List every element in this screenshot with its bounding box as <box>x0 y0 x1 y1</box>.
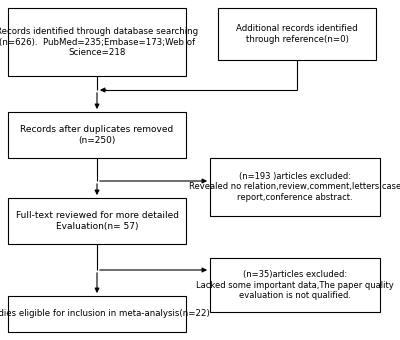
Bar <box>210 258 380 312</box>
Text: Full-text reviewed for more detailed
Evaluation(n= 57): Full-text reviewed for more detailed Eva… <box>16 211 178 231</box>
Text: (n=35)articles excluded:
Lacked some important data,The paper quality
evaluation: (n=35)articles excluded: Lacked some imp… <box>196 270 394 300</box>
Bar <box>218 8 376 60</box>
Bar <box>8 198 186 244</box>
Text: Records after duplicates removed
(n=250): Records after duplicates removed (n=250) <box>20 125 174 145</box>
Text: (n=193 )articles excluded:
Revealed no relation,review,comment,letters,case
repo: (n=193 )articles excluded: Revealed no r… <box>189 172 400 202</box>
Bar <box>8 112 186 158</box>
Bar <box>8 296 186 332</box>
Text: Studies eligible for inclusion in meta-analysis(n=22): Studies eligible for inclusion in meta-a… <box>0 309 210 319</box>
Bar <box>210 158 380 216</box>
Text: Records identified through database searching
(n=626).  PubMed=235;Embase=173;We: Records identified through database sear… <box>0 27 198 57</box>
Text: Additional records identified
through reference(n=0): Additional records identified through re… <box>236 24 358 44</box>
Bar <box>8 8 186 76</box>
